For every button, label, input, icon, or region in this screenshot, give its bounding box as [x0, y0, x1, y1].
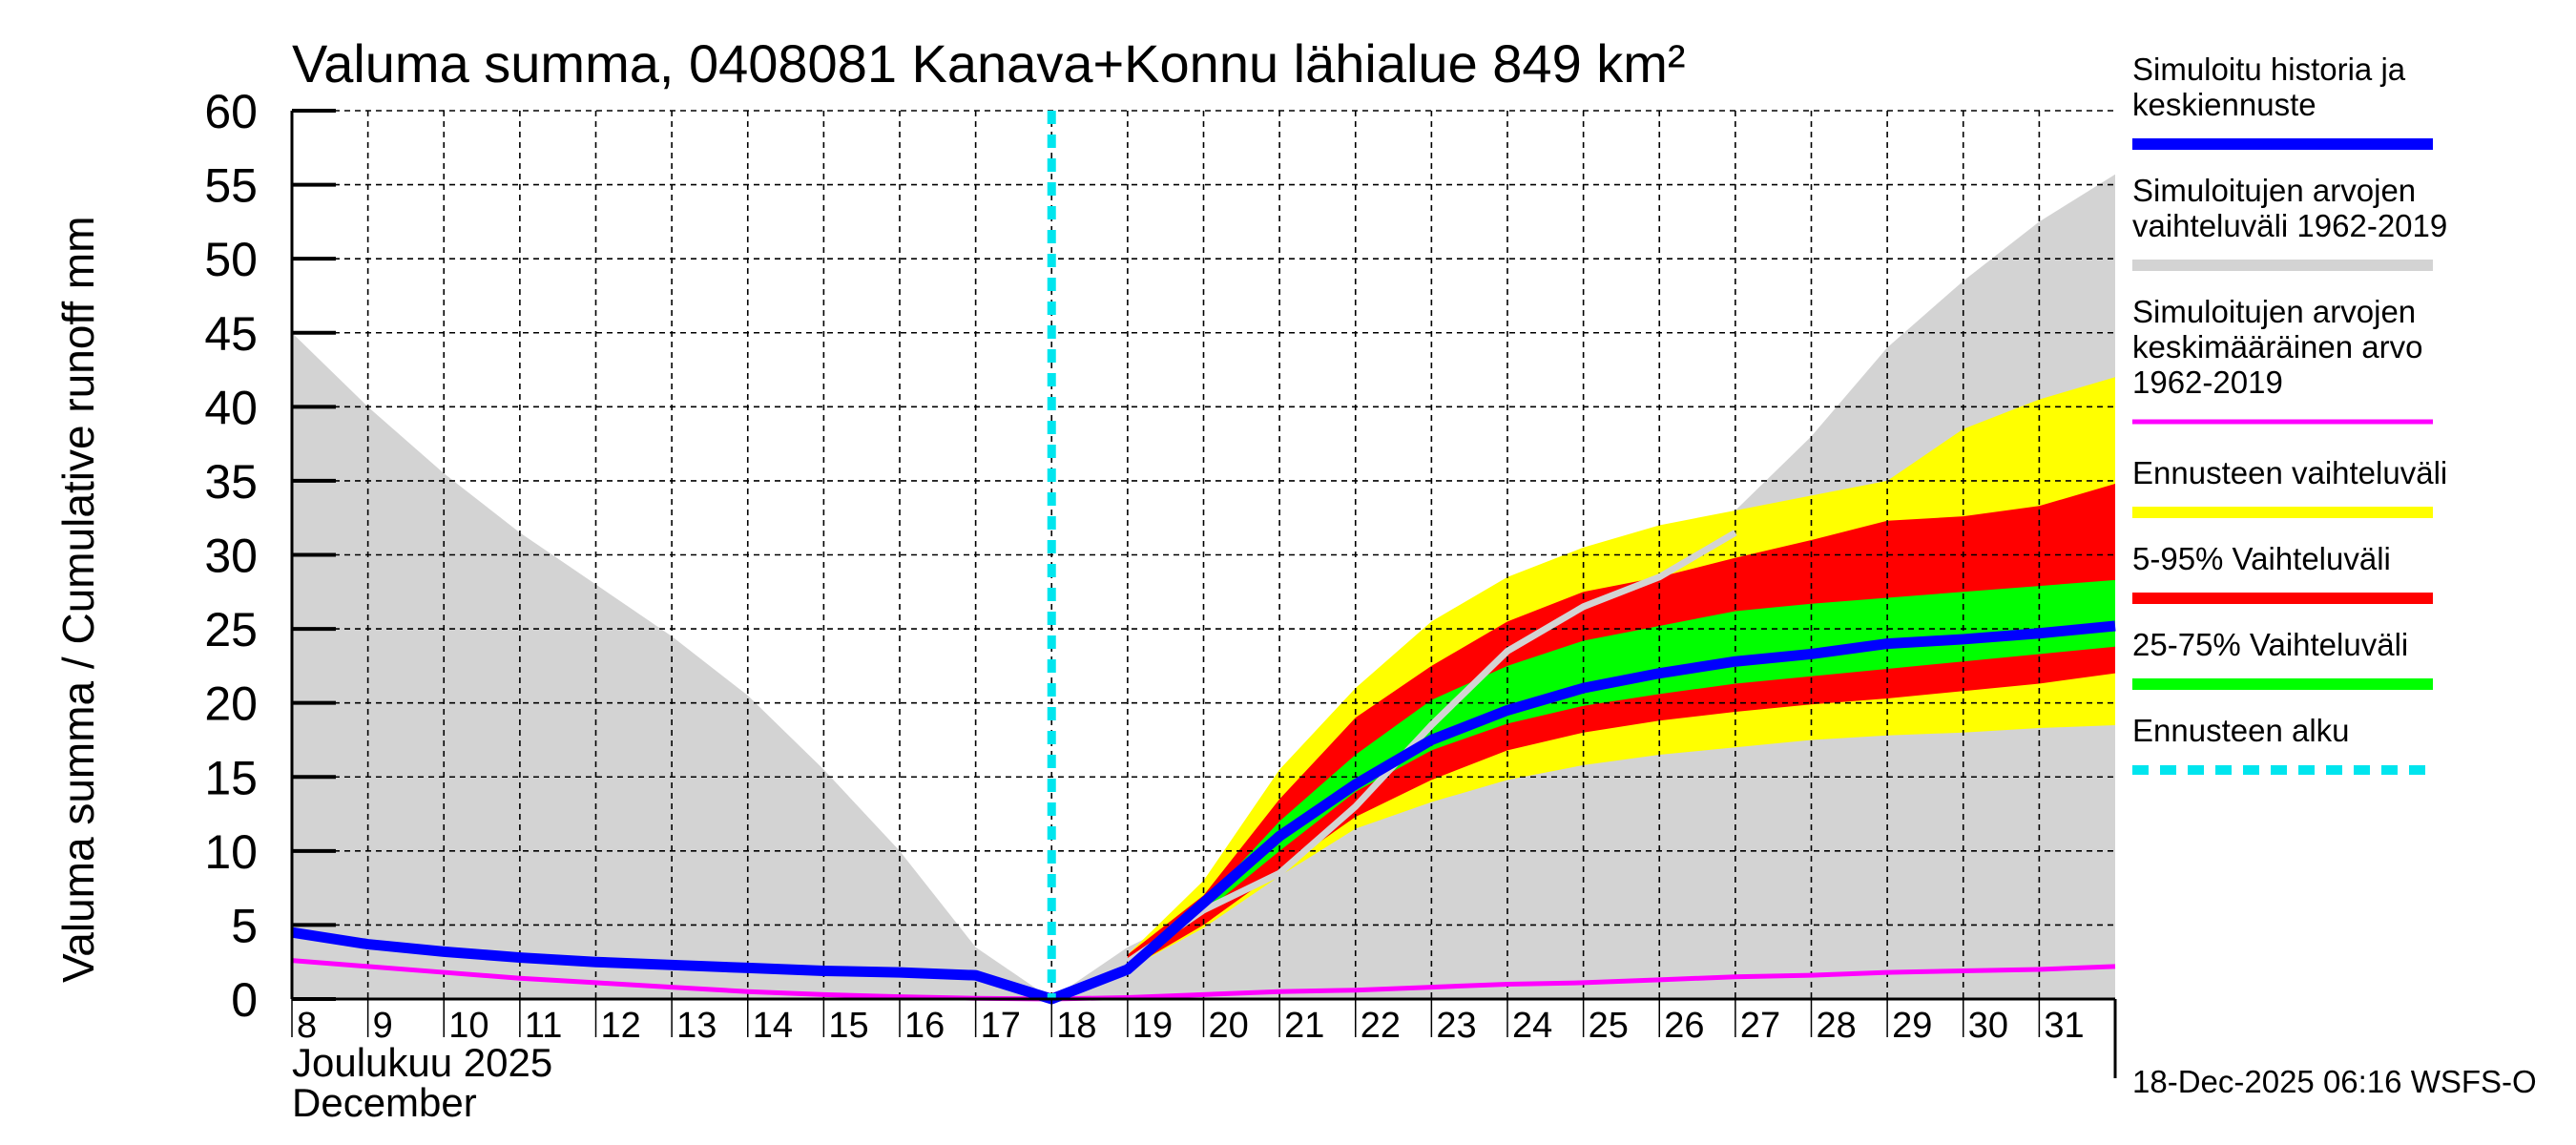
y-tick-label: 35: [204, 455, 258, 509]
legend-label: Simuloitujen arvojen: [2132, 294, 2416, 329]
p25-75-area: [1127, 579, 2115, 967]
legend-label: keskimääräinen arvo: [2132, 329, 2422, 364]
legend-label: Ennusteen alku: [2132, 713, 2350, 748]
legend-item: Ennusteen vaihteluväli: [2132, 455, 2447, 518]
y-tick-label: 50: [204, 233, 258, 286]
x-tick-label: 31: [2044, 1006, 2084, 1046]
x-tick-label: 20: [1209, 1006, 1249, 1046]
legend-label: 25-75% Vaihteluväli: [2132, 627, 2408, 662]
x-tick-label: 21: [1284, 1006, 1324, 1046]
x-axis-month-fi: Joulukuu 2025: [292, 1040, 552, 1085]
x-tick-label: 16: [904, 1006, 945, 1046]
y-axis-label: Valuma summa / Cumulative runoff mm: [53, 216, 103, 983]
x-tick-label: 26: [1664, 1006, 1704, 1046]
plot-areas: [292, 174, 2115, 999]
x-tick-label: 27: [1740, 1006, 1780, 1046]
sim-mean-line: [291, 958, 2116, 1002]
footer-timestamp: 18-Dec-2025 06:16 WSFS-O: [2132, 1064, 2537, 1099]
y-tick-label: 5: [231, 899, 258, 952]
x-tick-label: 29: [1892, 1006, 1932, 1046]
x-tick-label: 8: [297, 1006, 317, 1046]
sim-range-area: [292, 174, 2115, 999]
legend-label: Simuloitujen arvojen: [2132, 173, 2416, 208]
y-tick-label: 60: [204, 85, 258, 138]
x-tick-label: 25: [1589, 1006, 1629, 1046]
x-tick-label: 14: [753, 1006, 793, 1046]
x-tick-label: 12: [601, 1006, 641, 1046]
x-tick-label: 15: [828, 1006, 868, 1046]
legend-item: 25-75% Vaihteluväli: [2132, 627, 2433, 690]
y-tick-label: 55: [204, 159, 258, 213]
y-tick-label: 20: [204, 677, 258, 731]
sim-year-line: [1125, 530, 1737, 966]
x-axis-month-en: December: [292, 1080, 477, 1125]
x-tick-label: 24: [1512, 1006, 1552, 1046]
legend-item: 5-95% Vaihteluväli: [2132, 541, 2433, 604]
x-tick-label: 28: [1817, 1006, 1857, 1046]
x-tick-label: 10: [448, 1006, 488, 1046]
y-tick-label: 0: [231, 973, 258, 1027]
x-tick-label: 30: [1968, 1006, 2008, 1046]
legend-label: 1962-2019: [2132, 364, 2283, 400]
legend-item: Ennusteen alku: [2132, 713, 2433, 775]
y-tick-label: 10: [204, 825, 258, 879]
x-tick-label: 11: [525, 1006, 562, 1046]
x-tick-label: 9: [373, 1006, 393, 1046]
legend-label: vaihteluväli 1962-2019: [2132, 208, 2447, 243]
x-tick-label: 18: [1056, 1006, 1096, 1046]
y-tick-label: 25: [204, 603, 258, 656]
y-tick-label: 45: [204, 307, 258, 361]
x-tick-label: 17: [981, 1006, 1021, 1046]
legend-label: keskiennuste: [2132, 87, 2316, 122]
y-tick-labels: 0 5 10 15 20 25 30 35 40 45 50 55 60: [204, 85, 258, 1027]
x-tick-label: 23: [1436, 1006, 1476, 1046]
series-lines: [291, 111, 2116, 1005]
legend-label: Ennusteen vaihteluväli: [2132, 455, 2447, 490]
grid: [292, 110, 2115, 999]
legend-label: 5-95% Vaihteluväli: [2132, 541, 2391, 576]
axes: [290, 109, 2117, 1078]
legend: Simuloitu historia jakeskiennusteSimuloi…: [2132, 52, 2447, 775]
x-tick-label: 13: [676, 1006, 717, 1046]
y-tick-label: 15: [204, 751, 258, 804]
x-tick-label: 22: [1361, 1006, 1401, 1046]
history-median-line: [291, 620, 2116, 1005]
y-tick-label: 40: [204, 381, 258, 434]
x-tick-labels: 8 9 10 11 12 13 14 15 16 17 18 19 20 21 22 23 24 25 26 27 28…: [297, 1006, 2085, 1046]
y-tick-label: 30: [204, 530, 258, 583]
chart-title: Valuma summa, 0408081 Kanava+Konnu lähia…: [292, 33, 1686, 94]
x-tick-label: 19: [1132, 1006, 1173, 1046]
legend-label: Simuloitu historia ja: [2132, 52, 2406, 87]
